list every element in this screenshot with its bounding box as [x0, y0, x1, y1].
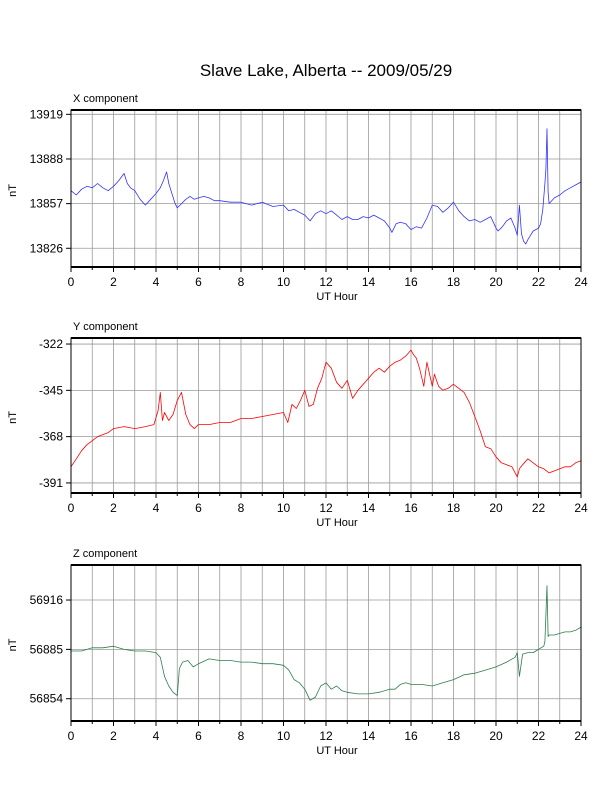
x-tick-label: 8	[238, 729, 245, 743]
y-tick-label: -322	[39, 337, 63, 351]
x-tick-label: 0	[68, 729, 75, 743]
x-tick-label: 20	[489, 275, 503, 289]
x-tick-label: 14	[362, 275, 376, 289]
y-axis-label: nT	[7, 638, 19, 651]
x-tick-label: 8	[238, 501, 245, 515]
x-tick-label: 2	[110, 501, 117, 515]
y-tick-label: -368	[39, 430, 63, 444]
x-tick-label: 12	[319, 501, 333, 515]
x-axis-label: UT Hour	[316, 517, 358, 529]
x-tick-label: 10	[277, 729, 291, 743]
y-tick-label: 56854	[30, 692, 64, 706]
x-tick-label: 18	[447, 275, 461, 289]
panel-title-z: Z component	[73, 548, 137, 560]
x-tick-label: 18	[447, 729, 461, 743]
y-tick-label: 13857	[30, 197, 64, 211]
y-tick-label: 13888	[30, 152, 64, 166]
x-tick-label: 24	[574, 501, 588, 515]
figure-title: Slave Lake, Alberta -- 2009/05/29	[200, 61, 452, 80]
x-tick-label: 0	[68, 501, 75, 515]
x-tick-label: 12	[319, 729, 333, 743]
y-axis-label: nT	[7, 184, 19, 197]
x-tick-label: 20	[489, 729, 503, 743]
x-tick-label: 4	[153, 729, 160, 743]
y-tick-label: 56885	[30, 642, 64, 656]
panel-title-y: Y component	[73, 321, 138, 333]
x-axis-label: UT Hour	[316, 745, 358, 757]
x-tick-label: 18	[447, 501, 461, 515]
x-tick-label: 6	[195, 729, 202, 743]
y-axis-label: nT	[7, 411, 19, 424]
y-tick-label: -391	[39, 476, 63, 490]
x-tick-label: 4	[153, 501, 160, 515]
x-tick-label: 20	[489, 501, 503, 515]
x-tick-label: 2	[110, 729, 117, 743]
series-line-x	[70, 128, 582, 245]
x-tick-label: 8	[238, 275, 245, 289]
x-tick-label: 16	[404, 501, 418, 515]
x-tick-label: 24	[574, 275, 588, 289]
panel-title-x: X component	[73, 93, 138, 105]
x-tick-label: 12	[319, 275, 333, 289]
x-tick-label: 2	[110, 275, 117, 289]
y-tick-label: 13826	[30, 241, 64, 255]
x-tick-label: 10	[277, 501, 291, 515]
x-tick-label: 14	[362, 501, 376, 515]
x-tick-label: 24	[574, 729, 588, 743]
x-tick-label: 16	[404, 275, 418, 289]
panel-x: 0 2 4 6 8 10 12 14 16 18 20 22 241382613857138881391…	[7, 93, 588, 303]
x-tick-label: 22	[532, 501, 546, 515]
x-axis-label: UT Hour	[316, 291, 358, 303]
x-tick-label: 22	[532, 729, 546, 743]
y-tick-label: -345	[39, 383, 63, 397]
series-line-y	[70, 349, 582, 478]
x-tick-label: 6	[195, 275, 202, 289]
x-tick-label: 0	[68, 275, 75, 289]
x-tick-label: 6	[195, 501, 202, 515]
x-tick-label: 10	[277, 275, 291, 289]
y-tick-label: 56916	[30, 593, 64, 607]
x-tick-label: 22	[532, 275, 546, 289]
y-tick-label: 13919	[30, 107, 64, 121]
x-tick-label: 16	[404, 729, 418, 743]
x-tick-label: 14	[362, 729, 376, 743]
x-tick-label: 4	[153, 275, 160, 289]
series-line-z	[71, 585, 582, 701]
